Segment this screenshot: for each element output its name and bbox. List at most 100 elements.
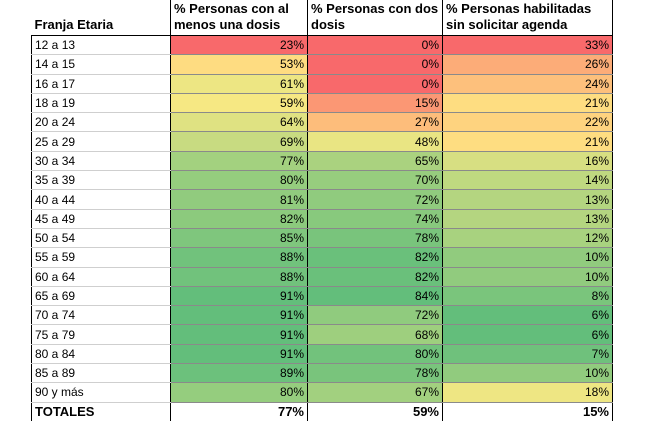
one-dose-cell: 91%: [170, 286, 308, 307]
table-row: 16 a 17 61% 0% 24%: [31, 74, 613, 94]
table-row: 55 a 59 88% 82% 10%: [31, 247, 613, 268]
header-one-dose: % Personas con al menos una dosis: [170, 0, 308, 36]
age-cell: 20 a 24: [31, 112, 171, 133]
no-appointment-cell: 22%: [442, 112, 613, 133]
totals-one-dose: 77%: [170, 401, 308, 421]
table-row: 50 a 54 85% 78% 12%: [31, 228, 613, 249]
no-appointment-cell: 26%: [442, 54, 613, 75]
one-dose-cell: 59%: [170, 93, 308, 114]
two-doses-cell: 82%: [307, 247, 443, 268]
two-doses-cell: 80%: [307, 344, 443, 365]
header-age: Franja Etaria: [31, 0, 171, 36]
table-row: 25 a 29 69% 48% 21%: [31, 131, 613, 152]
age-cell: 18 a 19: [31, 93, 171, 114]
no-appointment-cell: 7%: [442, 344, 613, 365]
age-cell: 35 a 39: [31, 170, 171, 191]
table-row: 85 a 89 89% 78% 10%: [31, 363, 613, 384]
two-doses-cell: 0%: [307, 35, 443, 56]
one-dose-cell: 23%: [170, 35, 308, 56]
no-appointment-cell: 6%: [442, 305, 613, 326]
table-row: 20 a 24 64% 27% 22%: [31, 112, 613, 133]
age-cell: 90 y más: [31, 382, 171, 403]
one-dose-cell: 61%: [170, 74, 308, 94]
one-dose-cell: 69%: [170, 131, 308, 152]
two-doses-cell: 48%: [307, 131, 443, 152]
table-row: 65 a 69 91% 84% 8%: [31, 286, 613, 307]
header-two-doses: % Personas con dos dosis: [307, 0, 443, 36]
totals-label: TOTALES: [31, 401, 171, 421]
one-dose-cell: 88%: [170, 267, 308, 287]
no-appointment-cell: 10%: [442, 363, 613, 384]
two-doses-cell: 68%: [307, 324, 443, 345]
one-dose-cell: 82%: [170, 209, 308, 229]
two-doses-cell: 70%: [307, 170, 443, 191]
age-cell: 55 a 59: [31, 247, 171, 268]
age-cell: 12 a 13: [31, 35, 171, 56]
age-cell: 60 a 64: [31, 267, 171, 287]
totals-row: TOTALES 77% 59% 15%: [31, 401, 613, 421]
age-cell: 65 a 69: [31, 286, 171, 307]
two-doses-cell: 82%: [307, 267, 443, 287]
age-cell: 85 a 89: [31, 363, 171, 384]
two-doses-cell: 78%: [307, 228, 443, 249]
age-cell: 16 a 17: [31, 74, 171, 94]
one-dose-cell: 77%: [170, 151, 308, 172]
one-dose-cell: 88%: [170, 247, 308, 268]
no-appointment-cell: 10%: [442, 247, 613, 268]
age-cell: 75 a 79: [31, 324, 171, 345]
header-row: Franja Etaria % Personas con al menos un…: [31, 0, 613, 36]
no-appointment-cell: 14%: [442, 170, 613, 191]
no-appointment-cell: 18%: [442, 382, 613, 403]
table-row: 40 a 44 81% 72% 13%: [31, 189, 613, 210]
no-appointment-cell: 21%: [442, 131, 613, 152]
two-doses-cell: 0%: [307, 74, 443, 94]
no-appointment-cell: 24%: [442, 74, 613, 94]
one-dose-cell: 91%: [170, 324, 308, 345]
two-doses-cell: 0%: [307, 54, 443, 75]
no-appointment-cell: 21%: [442, 93, 613, 114]
table-row: 80 a 84 91% 80% 7%: [31, 344, 613, 365]
one-dose-cell: 64%: [170, 112, 308, 133]
no-appointment-cell: 13%: [442, 209, 613, 229]
one-dose-cell: 85%: [170, 228, 308, 249]
table-row: 35 a 39 80% 70% 14%: [31, 170, 613, 191]
one-dose-cell: 53%: [170, 54, 308, 75]
table-body: 12 a 13 23% 0% 33% 14 a 15 53% 0% 26% 16 a 17 61%…: [31, 35, 613, 403]
age-cell: 40 a 44: [31, 189, 171, 210]
one-dose-cell: 80%: [170, 170, 308, 191]
two-doses-cell: 15%: [307, 93, 443, 114]
one-dose-cell: 91%: [170, 344, 308, 365]
no-appointment-cell: 16%: [442, 151, 613, 172]
no-appointment-cell: 10%: [442, 267, 613, 287]
table-row: 12 a 13 23% 0% 33%: [31, 35, 613, 56]
two-doses-cell: 27%: [307, 112, 443, 133]
age-cell: 80 a 84: [31, 344, 171, 365]
one-dose-cell: 91%: [170, 305, 308, 326]
vaccination-table: Franja Etaria % Personas con al menos un…: [31, 0, 613, 421]
two-doses-cell: 74%: [307, 209, 443, 229]
table-row: 45 a 49 82% 74% 13%: [31, 209, 613, 229]
table-row: 14 a 15 53% 0% 26%: [31, 54, 613, 75]
table-row: 70 a 74 91% 72% 6%: [31, 305, 613, 326]
age-cell: 50 a 54: [31, 228, 171, 249]
two-doses-cell: 72%: [307, 305, 443, 326]
totals-two-doses: 59%: [307, 401, 443, 421]
age-cell: 14 a 15: [31, 54, 171, 75]
no-appointment-cell: 6%: [442, 324, 613, 345]
one-dose-cell: 89%: [170, 363, 308, 384]
table-row: 60 a 64 88% 82% 10%: [31, 267, 613, 287]
no-appointment-cell: 12%: [442, 228, 613, 249]
two-doses-cell: 67%: [307, 382, 443, 403]
age-cell: 25 a 29: [31, 131, 171, 152]
two-doses-cell: 65%: [307, 151, 443, 172]
table-row: 30 a 34 77% 65% 16%: [31, 151, 613, 172]
no-appointment-cell: 8%: [442, 286, 613, 307]
no-appointment-cell: 33%: [442, 35, 613, 56]
table-row: 18 a 19 59% 15% 21%: [31, 93, 613, 114]
two-doses-cell: 84%: [307, 286, 443, 307]
totals-no-appointment: 15%: [442, 401, 613, 421]
two-doses-cell: 72%: [307, 189, 443, 210]
one-dose-cell: 81%: [170, 189, 308, 210]
table-row: 75 a 79 91% 68% 6%: [31, 324, 613, 345]
no-appointment-cell: 13%: [442, 189, 613, 210]
